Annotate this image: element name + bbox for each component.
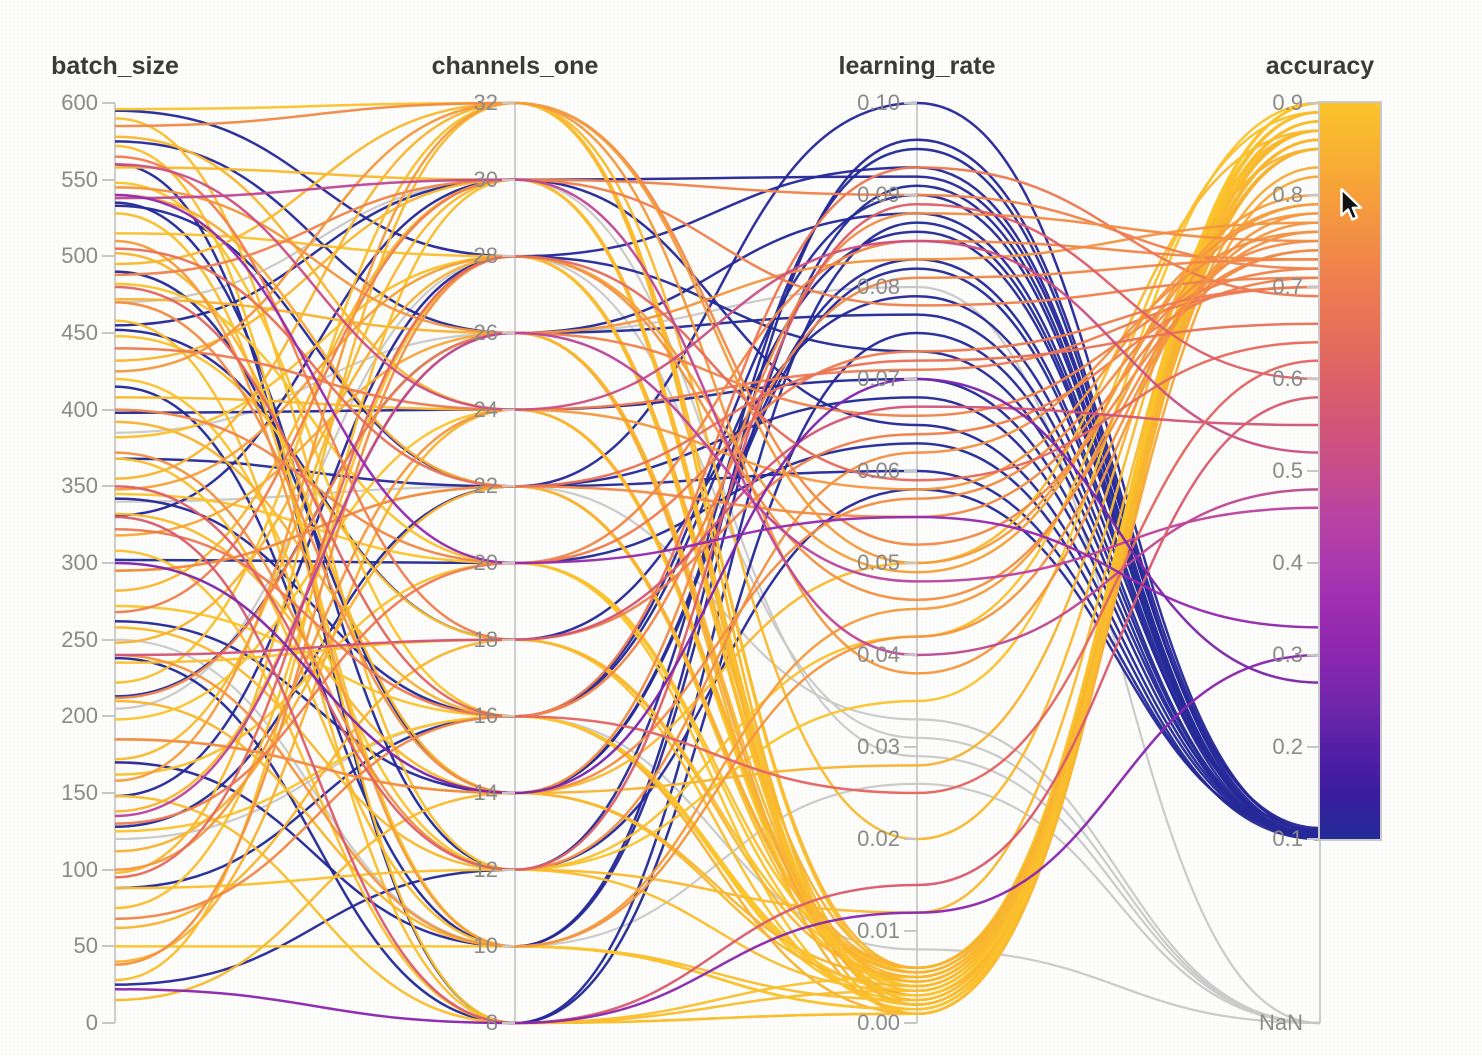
run-line[interactable] (114, 258, 1321, 920)
run-line[interactable] (114, 166, 1321, 718)
run-line[interactable] (114, 163, 1321, 454)
run-line[interactable] (114, 202, 1321, 871)
run-line[interactable] (114, 193, 1321, 629)
run-line[interactable] (115, 101, 1321, 1011)
run-line[interactable] (114, 140, 1321, 837)
run-line[interactable] (114, 715, 1321, 1025)
run-line[interactable] (114, 184, 1321, 948)
run-line[interactable] (114, 129, 1321, 914)
run-line[interactable] (114, 267, 1321, 700)
run-line[interactable] (114, 101, 1321, 546)
mouse-cursor-icon (1340, 188, 1363, 221)
run-line[interactable] (114, 202, 1321, 948)
run-line[interactable] (114, 129, 1321, 1002)
run-line[interactable] (114, 101, 1321, 782)
run-line[interactable] (114, 442, 1321, 841)
run-line[interactable] (114, 163, 1321, 1025)
run-line[interactable] (114, 101, 1321, 1006)
run-line[interactable] (114, 485, 1321, 1025)
run-line[interactable] (114, 178, 1321, 276)
run-line[interactable] (114, 239, 1321, 795)
run-line[interactable] (114, 377, 1321, 795)
run-line[interactable] (114, 178, 1321, 838)
run-line[interactable] (114, 285, 1321, 411)
run-line[interactable] (114, 488, 1321, 986)
run-line[interactable] (114, 405, 1321, 657)
run-line[interactable] (114, 230, 1321, 966)
run-line[interactable] (114, 178, 1321, 614)
run-line[interactable] (114, 396, 1321, 1025)
run-line[interactable] (114, 285, 1321, 825)
run-line[interactable] (114, 101, 1321, 833)
run-line[interactable] (114, 101, 1321, 675)
run-line[interactable] (114, 239, 1321, 565)
run-line[interactable] (114, 109, 1321, 841)
run-line[interactable] (114, 212, 1321, 871)
run-line[interactable] (114, 178, 1321, 657)
run-line[interactable] (114, 212, 1321, 795)
run-line[interactable] (114, 331, 1321, 818)
run-line[interactable] (114, 653, 1321, 1025)
